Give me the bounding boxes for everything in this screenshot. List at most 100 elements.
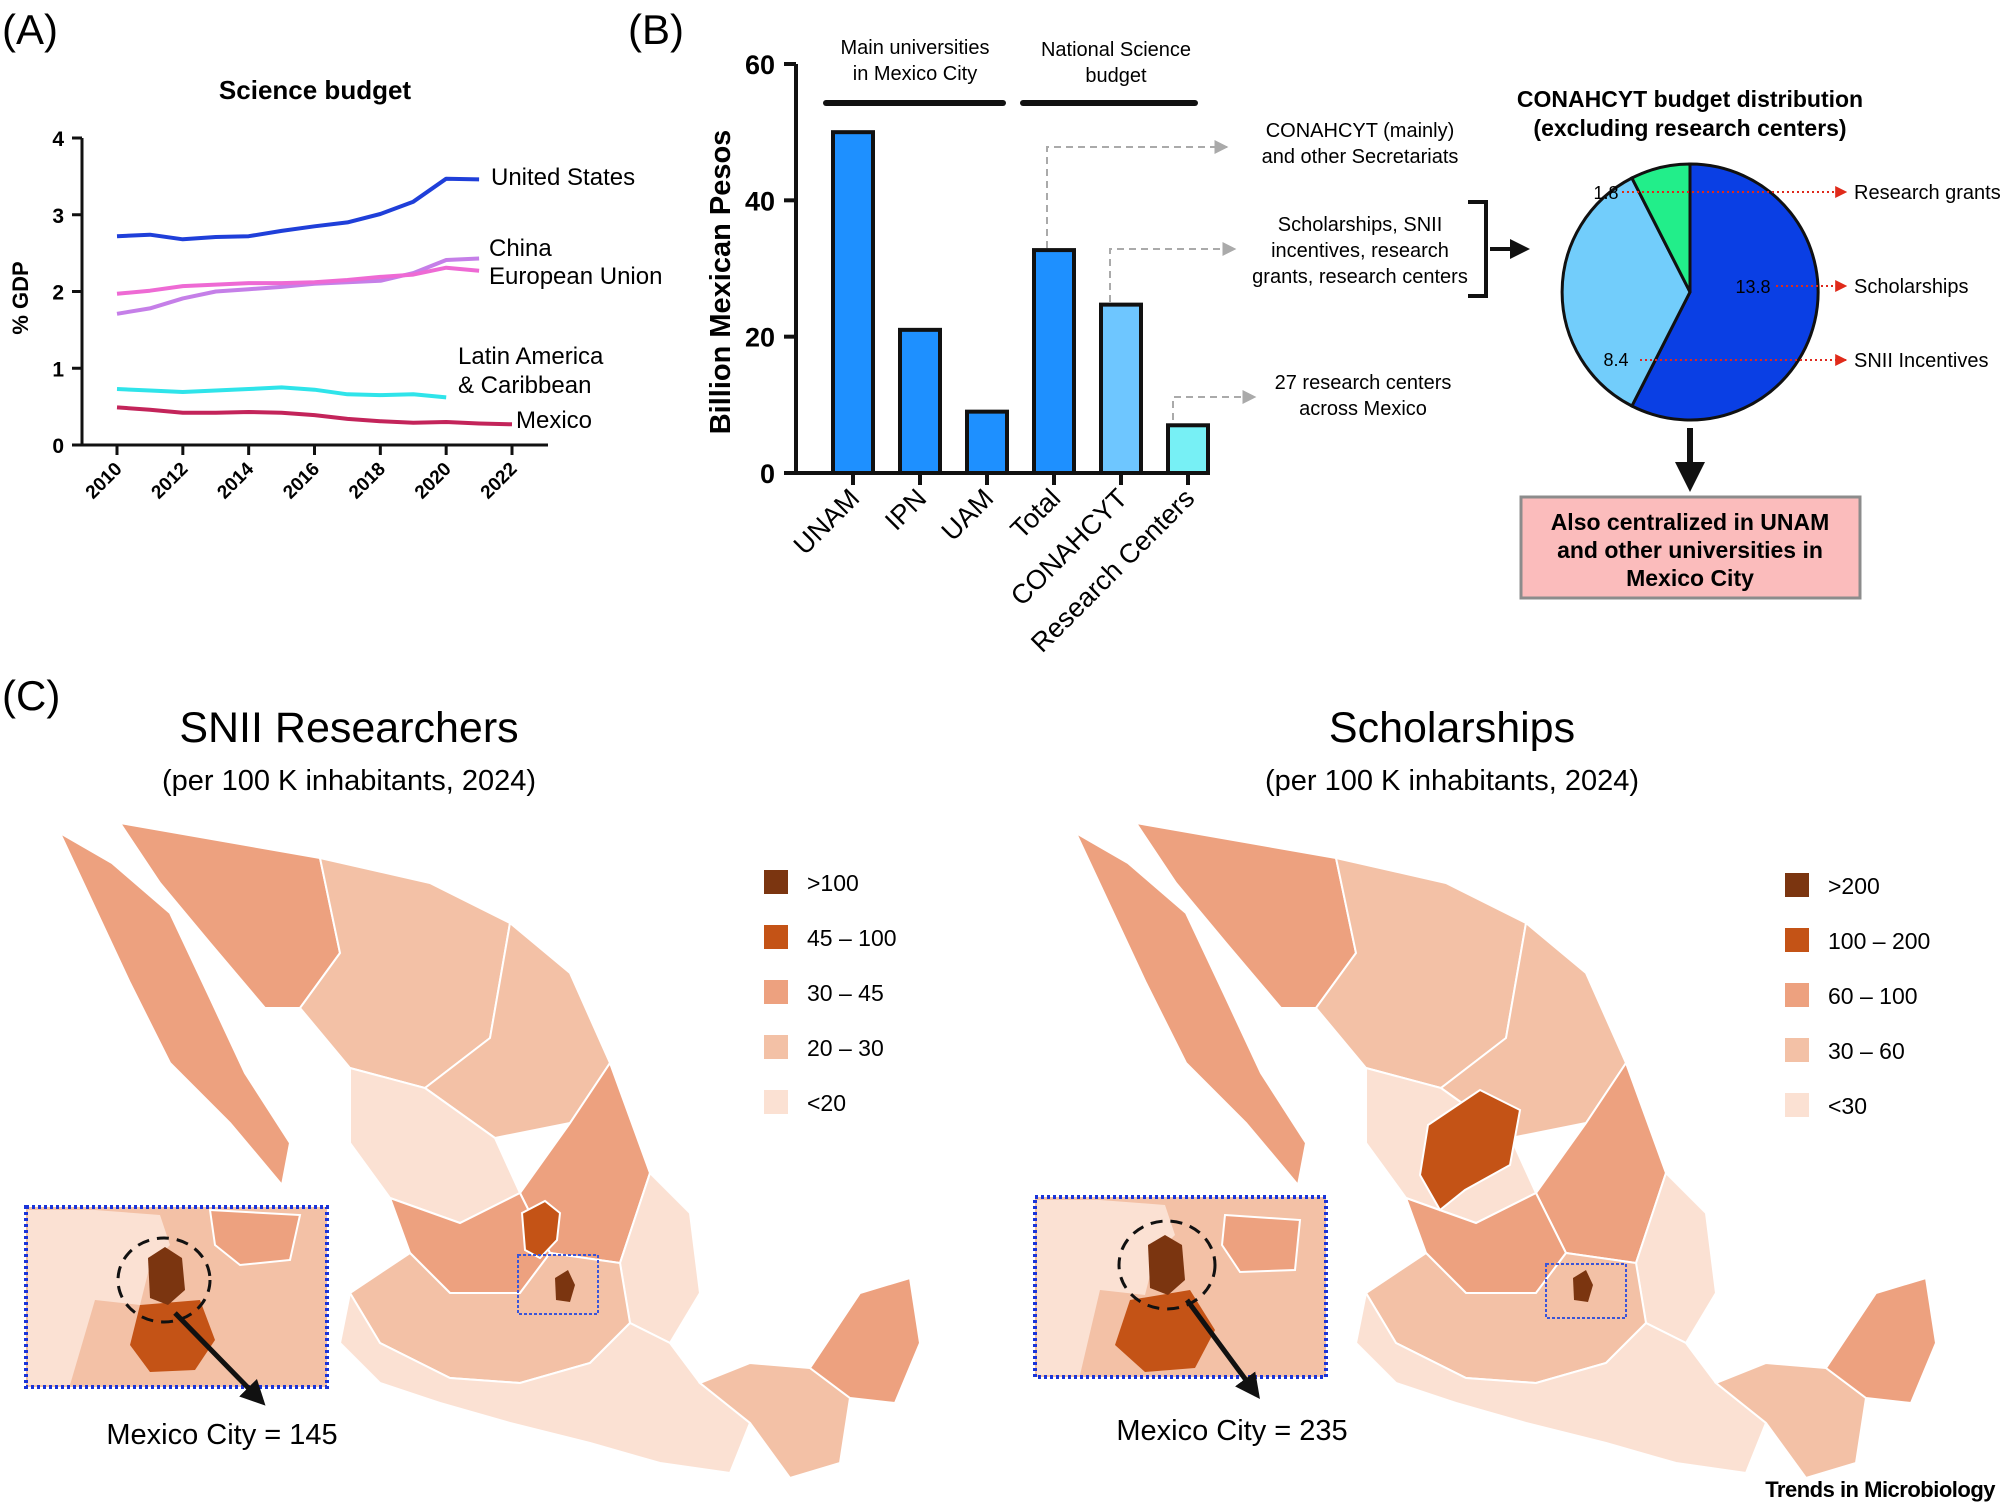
x-tick-label-2016: 2016 xyxy=(279,459,324,504)
y-tick-label-1: 1 xyxy=(52,358,64,381)
callout-left: Mexico City = 145 xyxy=(106,1419,337,1451)
legend-swatch-20-30 xyxy=(764,1035,788,1059)
bar-uam xyxy=(965,409,1009,475)
pie-slice-scholarships xyxy=(1629,162,1820,422)
legend-label-100: >100 xyxy=(807,870,859,896)
cdmx-highlight-box-right xyxy=(1545,1263,1627,1319)
bar-label-ipn: IPN xyxy=(879,483,932,536)
legend-label-30-60: 30 – 60 xyxy=(1828,1038,1905,1064)
bar-research-centers xyxy=(1166,423,1210,475)
legend-label-30-45: 30 – 45 xyxy=(807,980,884,1006)
panel-label-c: (C) xyxy=(2,672,60,719)
series-line-european-union xyxy=(116,265,480,296)
pie-slice-research-grants xyxy=(1629,162,1692,293)
pie-legend-research-grants: Research grants xyxy=(1854,182,2000,204)
legend-caribbean: & Caribbean xyxy=(458,372,591,399)
legend-label-60-100: 60 – 100 xyxy=(1828,983,1918,1009)
annotation-research-centers-2: across Mexico xyxy=(1299,398,1427,420)
bar-y-tick-label-60: 60 xyxy=(745,50,775,80)
panel-label-a: (A) xyxy=(2,6,58,53)
series-line-united-states xyxy=(116,176,480,242)
inset-left xyxy=(24,1205,329,1389)
pie-legend-scholarships: Scholarships xyxy=(1854,276,1969,298)
y-tick-label-2: 2 xyxy=(52,282,64,305)
x-tick-label-2018: 2018 xyxy=(345,459,390,504)
legend-swatch-60-100 xyxy=(1785,983,1809,1007)
legend-label-45-100: 45 – 100 xyxy=(807,925,897,951)
science-budget-chart: Science budget % GDP 0 1 2 3 4 2010 2012 2014 2… xyxy=(8,75,662,503)
callout-arrow-left xyxy=(173,1311,266,1406)
y-tick-label-3: 3 xyxy=(52,205,64,228)
cdmx-left xyxy=(555,1270,575,1302)
bar-y-tick-label-40: 40 xyxy=(745,186,775,216)
series-line-china xyxy=(116,256,480,316)
pie-title-2: (excluding research centers) xyxy=(1533,115,1846,141)
map-left-title: SNII Researchers xyxy=(179,704,518,752)
centralized-note-2: and other universities in xyxy=(1557,537,1823,563)
callout-right: Mexico City = 235 xyxy=(1116,1415,1347,1447)
group-label-national-1: National Science xyxy=(1041,39,1191,61)
legend-label-100-200: 100 – 200 xyxy=(1828,928,1930,954)
legend-united-states: United States xyxy=(491,164,635,191)
legend-european-union: European Union xyxy=(489,263,662,290)
scholarships-map: Scholarships (per 100 K inhabitants, 202… xyxy=(1033,704,1937,1479)
x-tick-label-2012: 2012 xyxy=(148,459,193,504)
highlight-state-right xyxy=(1418,1088,1522,1212)
map-left-subtitle: (per 100 K inhabitants, 2024) xyxy=(162,765,536,797)
map-right-subtitle: (per 100 K inhabitants, 2024) xyxy=(1265,765,1639,797)
pie-title-1: CONAHCYT budget distribution xyxy=(1517,86,1863,112)
legend-swatch-100-200 xyxy=(1785,928,1809,952)
pie-label-snii-value: 8.4 xyxy=(1603,350,1628,370)
bar-label-uam: UAM xyxy=(936,483,1000,547)
bar-label-total: Total xyxy=(1005,483,1067,545)
legend-swatch-200 xyxy=(1785,873,1809,897)
chart-a-ylabel: % GDP xyxy=(8,261,33,334)
group-label-national-2: budget xyxy=(1085,65,1147,87)
annotation-arrow-research-centers xyxy=(1172,390,1257,420)
panel-label-b: (B) xyxy=(628,6,684,53)
x-tick-label-2022: 2022 xyxy=(477,459,522,504)
bar-total xyxy=(1032,248,1076,475)
cdmx-highlight-box-left xyxy=(517,1254,599,1315)
legend-swatch-20 xyxy=(764,1090,788,1114)
legend-swatch-100 xyxy=(764,870,788,894)
y-tick-label-0: 0 xyxy=(52,435,64,458)
y-tick-label-4: 4 xyxy=(52,128,64,151)
pie-label-research-grants-value: 1.8 xyxy=(1593,183,1618,203)
legend-latin-america: Latin America xyxy=(458,343,604,370)
x-tick-label-2014: 2014 xyxy=(213,458,258,503)
pie-label-scholarships-value: 13.8 xyxy=(1735,277,1770,297)
centralized-note-1: Also centralized in UNAM xyxy=(1551,509,1830,535)
annotation-bracket xyxy=(1468,200,1488,298)
map-right-title: Scholarships xyxy=(1329,704,1575,752)
group-label-universities-2: in Mexico City xyxy=(853,63,977,85)
journal-footer: Trends in Microbiology xyxy=(1765,1477,1996,1502)
legend-label-30: <30 xyxy=(1828,1093,1867,1119)
legend-label-20-30: 20 – 30 xyxy=(807,1035,884,1061)
annotation-total-2: and other Secretariats xyxy=(1262,146,1459,168)
bar-conahcyt xyxy=(1099,302,1143,475)
x-tick-label-2010: 2010 xyxy=(82,459,127,504)
chart-a-title: Science budget xyxy=(219,75,411,105)
chart-b-ylabel: Billion Mexican Pesos xyxy=(705,130,737,435)
inset-right xyxy=(1033,1195,1328,1379)
legend-swatch-30-45 xyxy=(764,980,788,1004)
legend-china: China xyxy=(489,235,552,262)
bar-unam xyxy=(831,130,875,476)
legend-label-200: >200 xyxy=(1828,873,1880,899)
bar-label-unam: UNAM xyxy=(788,483,865,560)
legend-label-20: <20 xyxy=(807,1090,846,1116)
legend-swatch-30 xyxy=(1785,1093,1809,1117)
budget-bar-chart: Billion Mexican Pesos 0 20 40 60 UNAM IPN UAM… xyxy=(705,37,1530,658)
snii-researchers-map: SNII Researchers (per 100 K inhabitants,… xyxy=(24,704,921,1479)
legend-swatch-30-60 xyxy=(1785,1038,1809,1062)
series-line-mexico xyxy=(116,405,513,427)
annotation-research-centers-1: 27 research centers xyxy=(1275,372,1452,394)
annotation-conahcyt-1: Scholarships, SNII xyxy=(1278,214,1443,236)
annotation-arrow-total xyxy=(1046,140,1229,248)
series-line-latin-america-caribbean xyxy=(116,385,447,400)
conahcyt-pie-chart: CONAHCYT budget distribution (excluding … xyxy=(1517,86,2000,600)
highlight-state-left xyxy=(520,1199,562,1260)
bar-ipn xyxy=(898,327,942,475)
annotation-total-1: CONAHCYT (mainly) xyxy=(1266,120,1455,142)
